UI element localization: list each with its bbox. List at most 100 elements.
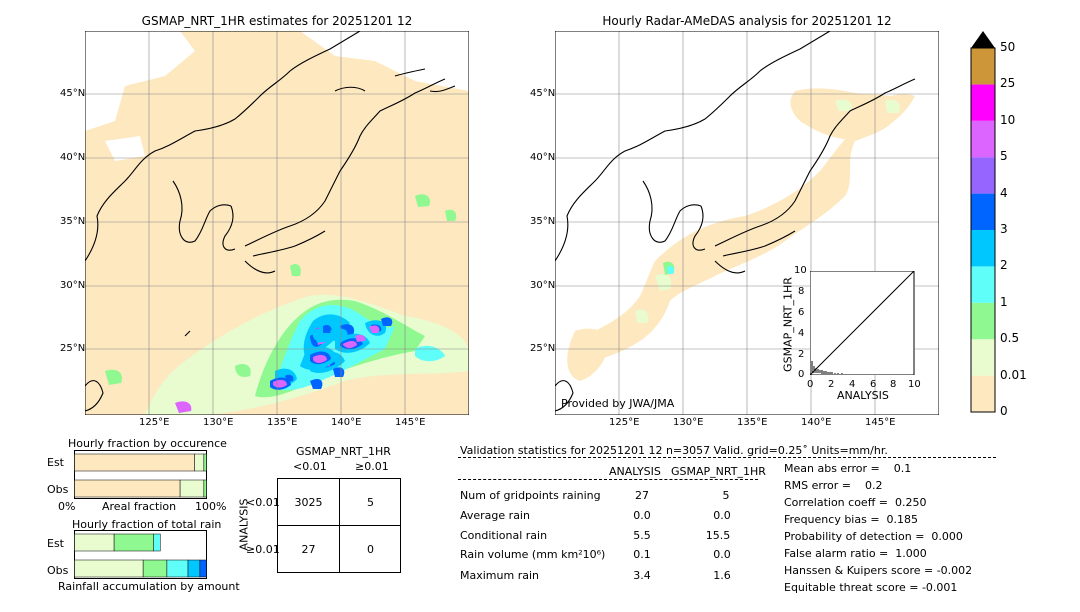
contingency-title: GSMAP_NRT_1HR xyxy=(296,445,391,458)
inset-xtick: 10 xyxy=(908,379,921,390)
right-lon-tick: 130°E xyxy=(673,417,704,428)
bar-segment-est xyxy=(74,533,115,552)
bar-segment-obs xyxy=(74,559,144,578)
stat-label: Maximum rain xyxy=(460,569,539,582)
colorbar-segment xyxy=(971,230,995,267)
stat-label: Rain volume (mm km²10⁶) xyxy=(460,548,606,561)
left-lon-tick: 140°E xyxy=(331,417,362,428)
inset-scatter xyxy=(810,271,915,375)
colorbar-tick-label: 3 xyxy=(1000,222,1008,236)
left-lon-tick: 130°E xyxy=(203,417,234,428)
bar-segment-obs xyxy=(203,479,207,498)
right-lat-tick: 35°N xyxy=(530,216,556,227)
bar-segment-est xyxy=(74,453,195,472)
map-grid xyxy=(85,31,469,415)
data-credit: Provided by JWA/JMA xyxy=(561,397,675,410)
inset-xtick: 2 xyxy=(828,379,835,390)
inset-ytick: 8 xyxy=(798,286,805,297)
right-lat-tick: 30°N xyxy=(530,280,556,291)
left-lon-tick: 135°E xyxy=(267,417,298,428)
left-lat-tick: 30°N xyxy=(60,280,86,291)
contingency-cell: 5 xyxy=(367,496,374,509)
total-rain-cat-obs: Obs xyxy=(47,564,69,577)
occurrence-cat-est: Est xyxy=(47,456,64,469)
colorbar-tick-label: 25 xyxy=(1000,76,1016,91)
bar-segment-obs xyxy=(199,559,207,578)
right-map xyxy=(555,31,939,415)
validation-col-analysis: ANALYSIS xyxy=(609,465,661,478)
stat-analysis: 0.1 xyxy=(633,548,651,561)
bar-segment-obs xyxy=(74,479,181,498)
score-line: Equitable threat score = -0.001 xyxy=(784,581,958,594)
left-lon-tick: 125°E xyxy=(139,417,170,428)
colorbar-tick-label: 50 xyxy=(1000,40,1016,54)
score-line: Hanssen & Kuipers score = -0.002 xyxy=(784,564,973,577)
occurrence-xtick-0: 0% xyxy=(58,500,76,513)
colorbar-tick-label: 2 xyxy=(1000,258,1008,273)
no-data-region xyxy=(85,31,195,131)
right-lon-tick: 145°E xyxy=(865,417,896,428)
left-map xyxy=(85,31,469,415)
right-lon-tick: 125°E xyxy=(609,417,640,428)
bar-segment-est xyxy=(194,453,205,472)
colorbar-segment xyxy=(971,157,995,194)
inset-xlabel: ANALYSIS xyxy=(837,389,889,402)
total-rain-title: Hourly fraction of total rain xyxy=(72,518,222,531)
identity-line xyxy=(810,271,915,375)
stat-label: Conditional rain xyxy=(460,529,548,542)
bar-segment-obs xyxy=(187,559,201,578)
validation-col-gsmap: GSMAP_NRT_1HR xyxy=(671,465,766,478)
colorbar-segment xyxy=(971,339,995,376)
right-map-title: Hourly Radar-AMeDAS analysis for 2025120… xyxy=(602,14,892,28)
inset-ytick: 4 xyxy=(798,328,805,339)
inset-ytick: 10 xyxy=(794,265,807,276)
contingency-col-2: ≥0.01 xyxy=(355,460,389,473)
right-lon-tick: 135°E xyxy=(737,417,768,428)
inset-ytick: 2 xyxy=(798,349,805,360)
colorbar-segment xyxy=(971,193,995,230)
inset-xtick: 0 xyxy=(807,379,814,390)
score-line: Correlation coeff = 0.250 xyxy=(784,496,927,509)
bar-segment-obs xyxy=(179,479,205,498)
stat-analysis: 0.0 xyxy=(633,509,651,522)
colorbar-tick-label: 10 xyxy=(1000,112,1016,127)
no-data-region xyxy=(300,31,469,91)
coastlines xyxy=(555,31,916,412)
colorbar-segment xyxy=(971,84,995,121)
occurrence-xlabel: Areal fraction xyxy=(102,500,177,513)
total-rain-chart xyxy=(74,530,207,579)
left-lon-tick: 145°E xyxy=(395,417,426,428)
contingency-col-1: <0.01 xyxy=(293,460,327,473)
scatter-points xyxy=(811,361,843,374)
colorbar-tick-label: 0.5 xyxy=(1000,331,1020,346)
score-line: False alarm ratio = 1.000 xyxy=(784,547,927,560)
occurrence-chart xyxy=(74,450,207,499)
total-rain-xlabel: Rainfall accumulation by amount xyxy=(58,580,240,593)
left-lat-tick: 25°N xyxy=(60,343,86,354)
inset-ytick: 6 xyxy=(798,307,805,318)
no-data-region xyxy=(105,136,145,161)
colorbar-tick-label: 0 xyxy=(1000,404,1008,418)
bar-axes xyxy=(74,450,207,499)
colorbar-segment xyxy=(971,302,995,340)
stat-gsmap: 15.5 xyxy=(705,529,731,542)
score-line: RMS error = 0.2 xyxy=(784,479,883,492)
colorbar-tick-label: 0.01 xyxy=(1000,367,1027,382)
right-lat-tick: 45°N xyxy=(530,88,556,99)
stat-analysis: 3.4 xyxy=(633,569,651,582)
stat-analysis: 5.5 xyxy=(633,529,651,542)
colorbar-tick-label: 4 xyxy=(1000,185,1008,200)
contingency-cell: 27 xyxy=(301,543,316,556)
stat-gsmap: 5 xyxy=(722,489,730,502)
colorbar-segment xyxy=(971,375,995,412)
left-lat-tick: 45°N xyxy=(60,88,86,99)
score-line: Frequency bias = 0.185 xyxy=(784,513,919,526)
inset-xtick: 4 xyxy=(849,379,856,390)
colorbar-tick-label: 5 xyxy=(1000,149,1008,164)
total-rain-cat-est: Est xyxy=(47,537,64,550)
left-lat-tick: 40°N xyxy=(60,152,86,163)
contingency-cell: 0 xyxy=(367,543,374,556)
score-line: Mean abs error = 0.1 xyxy=(784,462,912,475)
inset-ytick: 0 xyxy=(798,369,805,380)
validation-col-divider xyxy=(458,479,758,480)
